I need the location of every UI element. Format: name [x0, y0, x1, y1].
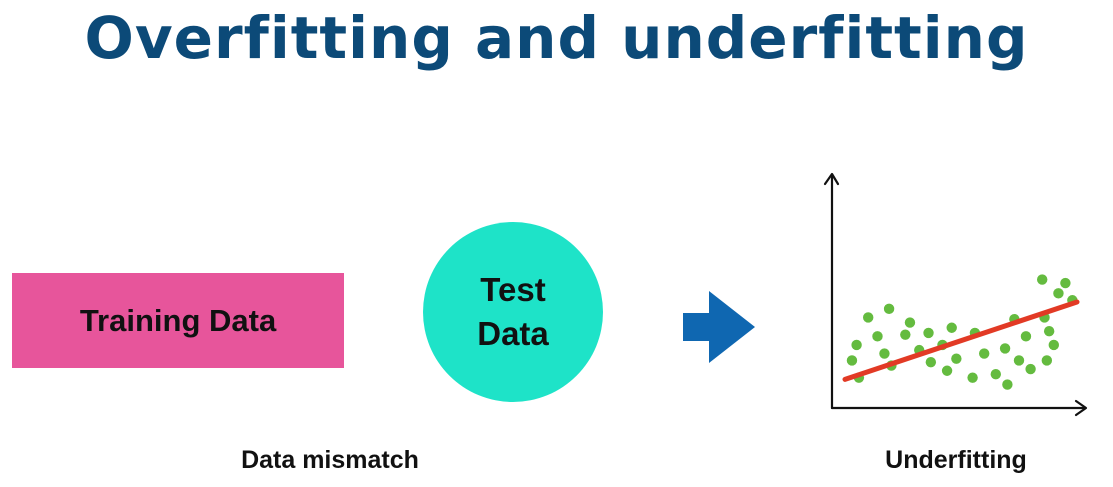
scatter-point — [967, 372, 978, 383]
scatter-point — [1048, 339, 1059, 351]
scatter-point — [1013, 355, 1025, 366]
scatter-point — [883, 303, 895, 315]
page-title: Overfitting and underfitting — [84, 4, 1029, 72]
scatter-point — [951, 353, 962, 364]
scatter-point — [925, 356, 937, 368]
scatter-point — [1060, 277, 1071, 289]
scatter-point — [872, 331, 883, 342]
scatter-point — [1020, 331, 1032, 342]
data-mismatch-caption: Data mismatch — [241, 446, 419, 474]
underfitting-caption: Underfitting — [885, 446, 1027, 474]
training-data-box: Training Data — [12, 273, 344, 368]
scatter-point — [1037, 274, 1048, 285]
scatter-point — [1053, 288, 1064, 299]
test-data-circle: Test Data — [423, 222, 603, 402]
test-data-label-line1: Test — [480, 271, 546, 308]
test-data-label-line2: Data — [477, 315, 549, 352]
fit-line — [842, 299, 1080, 382]
scatter-point — [990, 369, 1001, 380]
right-arrow-icon — [683, 291, 755, 363]
scatter-point — [999, 343, 1011, 354]
scatter-point — [846, 355, 858, 366]
scatter-point — [851, 339, 862, 351]
scatter-point — [923, 327, 934, 339]
scatter-point — [1041, 355, 1053, 366]
scatter-points — [846, 274, 1078, 390]
scatter-point — [879, 348, 890, 359]
scatter-point — [979, 348, 990, 359]
scatter-point — [900, 329, 911, 340]
scatter-point — [941, 365, 953, 376]
y-axis — [823, 172, 840, 410]
scatter-point — [1043, 326, 1055, 337]
scatter-point — [1025, 363, 1036, 375]
underfitting-scatter-plot — [823, 172, 1088, 417]
scatter-point — [863, 312, 874, 323]
scatter-point — [946, 322, 957, 333]
scatter-point — [1002, 379, 1013, 390]
training-data-label: Training Data — [79, 302, 277, 338]
scatter-point — [904, 317, 916, 328]
x-axis — [830, 399, 1088, 417]
